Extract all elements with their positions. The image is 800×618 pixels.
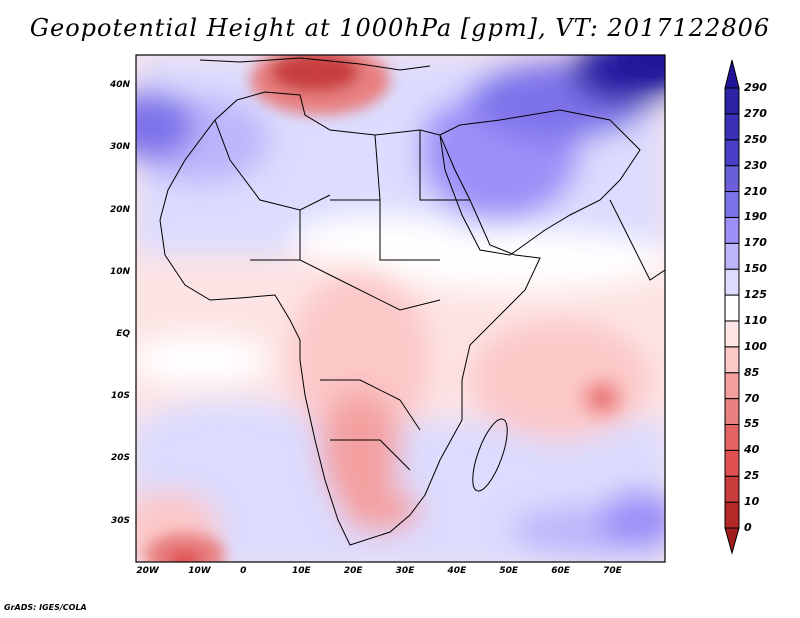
colorbar-label: 85 (744, 365, 760, 379)
height-field (136, 55, 665, 562)
colorbar-swatch (724, 449, 740, 477)
colorbar-label: 10 (744, 495, 760, 509)
colorbar-label: 230 (744, 158, 767, 172)
y-tick-label: 20S (110, 453, 130, 464)
colorbar-swatch (724, 294, 740, 322)
y-tick-label: 40N (109, 80, 130, 91)
colorbar-swatch (724, 320, 740, 348)
y-tick-label: 10S (110, 391, 130, 402)
colorbar-swatch (724, 191, 740, 218)
colorbar-label: 190 (744, 210, 767, 224)
x-tick-label: 10W (188, 566, 211, 576)
plot-title: Geopotential Height at 1000hPa [gpm], VT… (29, 14, 771, 42)
y-tick-label: 10N (109, 266, 130, 277)
colorbar-swatch (724, 346, 740, 374)
colorbar (724, 59, 740, 555)
colorbar-swatch (724, 268, 740, 296)
colorbar-label: 150 (744, 262, 767, 276)
x-tick-label: 40E (447, 566, 467, 576)
y-tick-label: 30N (109, 142, 130, 153)
colorbar-swatch (724, 398, 740, 425)
coastlines (159, 57, 665, 546)
colorbar-label: 210 (744, 184, 767, 198)
colorbar-label: 125 (744, 288, 767, 302)
x-tick-label: 10E (291, 566, 311, 576)
y-tick-label: EQ (116, 328, 130, 339)
x-tick-label: 70E (603, 566, 622, 576)
colorbar-label: 40 (744, 443, 760, 457)
credit-label: GrADS: IGES/COLA (4, 603, 87, 612)
colorbar-swatch (724, 87, 740, 115)
colorbar-swatch (724, 475, 740, 503)
colorbar-label: 290 (744, 81, 767, 94)
map-frame (135, 54, 666, 563)
colorbar-label: 100 (744, 339, 767, 353)
colorbar-swatch (724, 139, 740, 167)
x-tick-label: 20W (136, 566, 159, 576)
y-tick-label: 20N (109, 204, 130, 215)
colorbar-label: 110 (744, 313, 767, 327)
colorbar-label: 25 (744, 469, 760, 483)
x-tick-label: 50E (499, 566, 519, 576)
colorbar-swatch (724, 501, 740, 529)
colorbar-label: 270 (744, 106, 767, 120)
colorbar-under-arrow (724, 527, 740, 555)
colorbar-swatch (724, 216, 740, 244)
colorbar-label: 55 (744, 417, 760, 431)
y-tick-label: 30S (110, 515, 130, 526)
colorbar-label: 70 (744, 391, 760, 405)
colorbar-swatch (724, 242, 740, 270)
colorbar-label: 170 (744, 236, 767, 250)
colorbar-swatch (724, 165, 740, 193)
colorbar-label: 250 (744, 132, 767, 146)
colorbar-over-arrow (724, 59, 740, 89)
colorbar-label: 0 (744, 521, 752, 534)
colorbar-swatch (724, 372, 740, 400)
colorbar-swatch (724, 113, 740, 141)
x-tick-label: 60E (551, 566, 570, 576)
x-tick-label: 30E (395, 566, 415, 576)
x-tick-label: 0 (240, 566, 247, 576)
x-tick-label: 20E (343, 566, 363, 576)
colorbar-swatch (724, 423, 740, 451)
